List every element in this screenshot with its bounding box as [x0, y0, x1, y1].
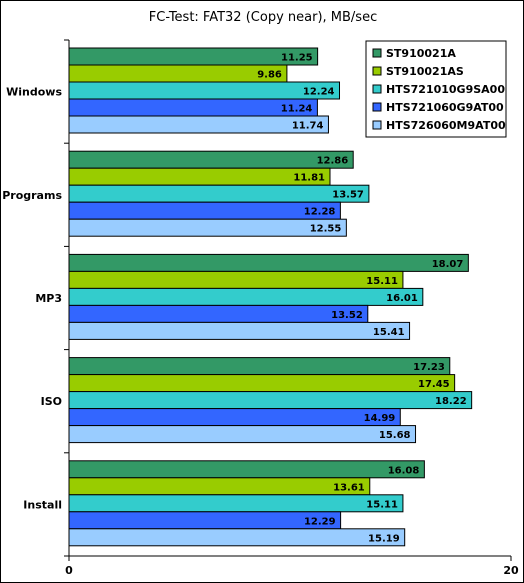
bar [68, 253, 469, 272]
data-label: 15.41 [373, 327, 405, 338]
category-label: Windows [6, 86, 62, 99]
data-label: 17.45 [418, 379, 450, 390]
legend-swatch [372, 120, 382, 130]
data-label: 15.19 [368, 533, 400, 544]
category-label: ISO [41, 395, 62, 408]
bar [68, 304, 369, 323]
data-label: 15.68 [379, 430, 411, 441]
legend-label: HTS721060G9AT00 [386, 101, 504, 114]
data-label: 12.86 [317, 156, 349, 167]
bar [68, 511, 342, 530]
legend-label: ST910021AS [386, 65, 464, 78]
bar [68, 391, 473, 410]
data-label: 11.24 [281, 104, 313, 115]
legend: ST910021A ST910021AS HTS721010G9SA00 HTS721… [365, 40, 507, 138]
data-label: 9.86 [257, 70, 282, 81]
bar [68, 115, 329, 134]
data-label: 18.07 [432, 259, 464, 270]
bar [68, 357, 451, 376]
data-label: 18.22 [435, 396, 467, 407]
category-label: MP3 [35, 292, 62, 305]
bar [68, 287, 424, 306]
legend-label: ST910021A [386, 47, 456, 60]
legend-swatch [372, 66, 382, 76]
bar [68, 218, 347, 237]
data-label: 13.52 [331, 310, 363, 321]
x-tick-label: 20 [503, 564, 519, 577]
data-label: 16.01 [386, 293, 418, 304]
data-label: 15.11 [366, 276, 398, 287]
bar [68, 374, 456, 393]
bar [68, 528, 406, 547]
data-label: 12.29 [304, 516, 336, 527]
bar [68, 150, 354, 169]
data-label: 12.24 [303, 87, 335, 98]
plot-area: Windows 11.25 9.86 12.24 11.24 11.74 Programs 1… [2, 39, 519, 577]
legend-box [365, 40, 507, 138]
bar [68, 494, 404, 513]
bar [68, 460, 425, 479]
data-label: 12.55 [310, 224, 342, 235]
bar [68, 201, 341, 220]
data-label: 17.23 [413, 362, 445, 373]
legend-swatch [372, 84, 382, 94]
legend-label: HTS721010G9SA00 [386, 83, 505, 96]
category-label: Install [23, 498, 62, 511]
data-label: 13.61 [333, 482, 365, 493]
legend-swatch [372, 102, 382, 112]
data-label: 12.28 [304, 207, 336, 218]
bar [68, 477, 371, 496]
bar [68, 184, 370, 203]
bar [68, 167, 331, 186]
legend-label: HTS726060M9AT00 [386, 119, 506, 132]
legend-swatch [372, 48, 382, 58]
data-label: 11.74 [292, 121, 324, 132]
bar [68, 81, 341, 100]
data-label: 13.57 [332, 190, 364, 201]
data-label: 16.08 [388, 465, 420, 476]
bar [68, 408, 401, 427]
data-label: 11.25 [281, 53, 313, 64]
data-label: 11.81 [293, 173, 325, 184]
data-label: 15.11 [366, 499, 398, 510]
bar [68, 270, 404, 289]
bar [68, 64, 288, 83]
x-tick-label: 0 [65, 564, 73, 577]
bar [68, 425, 417, 444]
data-label: 14.99 [364, 413, 396, 424]
chart-title: FC-Test: FAT32 (Copy near), MB/sec [149, 10, 377, 25]
bar [68, 321, 411, 340]
category-label: Programs [2, 189, 62, 202]
